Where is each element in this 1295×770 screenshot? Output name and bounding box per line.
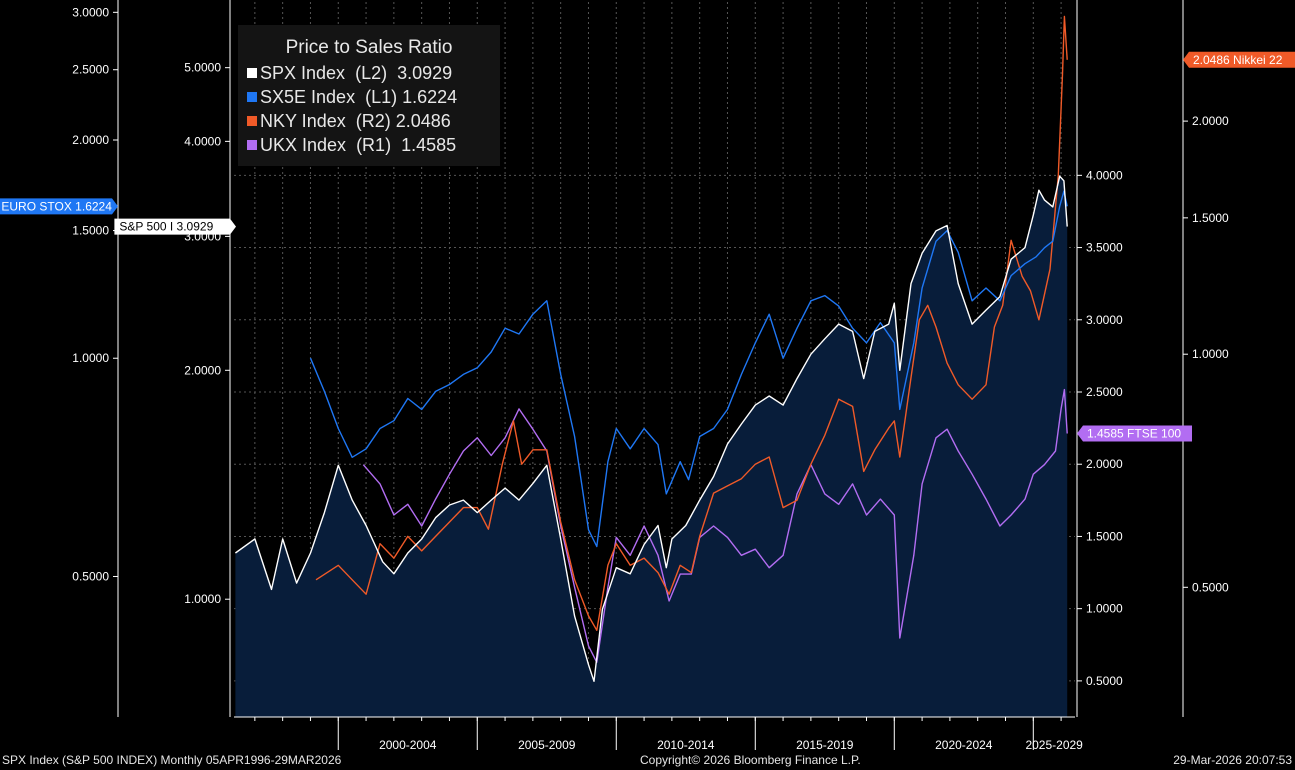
tag-spx-bg: [114, 218, 236, 235]
x-period-label-4: 2020-2024: [935, 738, 993, 752]
line-nky-index: [315, 15, 1068, 631]
tick-label-R1-1: 1.0000: [1192, 347, 1229, 361]
legend-row-sx5e: SX5E Index (L1) 1.6224: [247, 87, 457, 109]
tick-label-R2-5: 3.0000: [1086, 313, 1123, 327]
legend-value-sx5e: 1.6224: [402, 87, 458, 107]
line-sx5e-index: [309, 190, 1068, 548]
spx-area-fill: [235, 176, 1068, 717]
legend-axis-nky: (R2): [355, 111, 391, 131]
legend-value-nky: 2.0486: [395, 111, 451, 131]
tag-nky-bg: [1183, 51, 1295, 68]
tick-label-L1-5: 3.0000: [72, 5, 109, 19]
footer-timestamp: 29-Mar-2026 20:07:53: [1173, 753, 1292, 767]
legend-ticker-sx5e: SX5E Index: [260, 87, 356, 107]
x-period-label-5: 2025-2029: [1025, 738, 1083, 752]
line-ukx-index: [362, 388, 1068, 663]
tick-label-R2-6: 3.5000: [1086, 241, 1123, 255]
series-lines: [234, 15, 1068, 682]
last-value-tags: EURO STOX 1.6224 S&P 500 I 3.0929 1.4585 F…: [0, 51, 1295, 442]
legend-ticker-spx: SPX Index: [260, 63, 346, 83]
tick-label-L1-2: 1.5000: [72, 224, 109, 238]
tag-sx5e-bg: [0, 198, 118, 215]
footer-security-info: SPX Index (S&P 500 INDEX) Monthly 05APR1…: [2, 753, 342, 767]
tick-label-R2-3: 2.0000: [1086, 457, 1123, 471]
tick-label-L1-3: 2.0000: [72, 133, 109, 147]
x-period-label-2: 2010-2014: [657, 738, 715, 752]
tick-label-R1-2: 1.5000: [1192, 211, 1229, 225]
legend-value-ukx: 1.4585: [401, 135, 457, 155]
tag-nky: 2.0486 Nikkei 22: [1193, 53, 1283, 67]
x-period-label-1: 2005-2009: [518, 738, 576, 752]
legend-row-ukx: UKX Index (R1) 1.4585: [247, 135, 456, 157]
footer-copyright: Copyright© 2026 Bloomberg Finance L.P.: [640, 753, 861, 767]
tick-label-L1-0: 0.5000: [72, 569, 109, 583]
tag-sx5e: EURO STOX 1.6224: [1, 199, 112, 213]
legend-value-spx: 3.0929: [397, 63, 453, 83]
x-period-label-3: 2015-2019: [796, 738, 854, 752]
line-spx-index: [234, 175, 1068, 682]
tick-label-L2-3: 4.0000: [184, 134, 221, 148]
tick-label-R1-0: 0.5000: [1192, 580, 1229, 594]
legend-axis-ukx: (R1): [356, 135, 392, 155]
tick-label-R2-4: 2.5000: [1086, 385, 1123, 399]
tick-label-L2-4: 5.0000: [184, 61, 221, 75]
legend: Price to Sales Ratio SPX Index (L2) 3.09…: [238, 25, 500, 166]
legend-axis-spx: (L2): [355, 63, 388, 83]
tick-label-R2-2: 1.5000: [1086, 529, 1123, 543]
legend-row-spx: SPX Index (L2) 3.0929: [247, 63, 452, 85]
tick-label-R2-1: 1.0000: [1086, 602, 1123, 616]
x-period-label-0: 2000-2004: [379, 738, 437, 752]
x-axis: 2000-2004 2005-2009 2010-2014 2015-2019 2020…: [234, 716, 1083, 752]
tick-label-L1-4: 2.5000: [72, 63, 109, 77]
tick-label-L2-1: 2.0000: [184, 363, 221, 377]
legend-title: Price to Sales Ratio: [285, 37, 453, 58]
tag-ukx-bg: [1077, 425, 1192, 442]
legend-ticker-nky: NKY Index: [260, 111, 346, 131]
tick-label-R2-7: 4.0000: [1086, 168, 1123, 182]
tick-label-R2-0: 0.5000: [1086, 674, 1123, 688]
legend-swatch-sx5e: [247, 92, 257, 102]
legend-row-nky: NKY Index (R2) 2.0486: [247, 111, 451, 133]
legend-swatch-spx: [247, 68, 257, 78]
legend-axis-sx5e: (L1): [365, 87, 398, 107]
tick-label-L2-0: 1.0000: [184, 592, 221, 606]
legend-swatch-ukx: [247, 140, 257, 150]
tick-label-L1-1: 1.0000: [72, 351, 109, 365]
legend-ticker-ukx: UKX Index: [260, 135, 347, 155]
legend-swatch-nky: [247, 116, 257, 126]
tag-spx: S&P 500 I 3.0929: [119, 220, 213, 234]
tick-label-R1-3: 2.0000: [1192, 114, 1229, 128]
tag-ukx: 1.4585 FTSE 100: [1087, 426, 1181, 440]
